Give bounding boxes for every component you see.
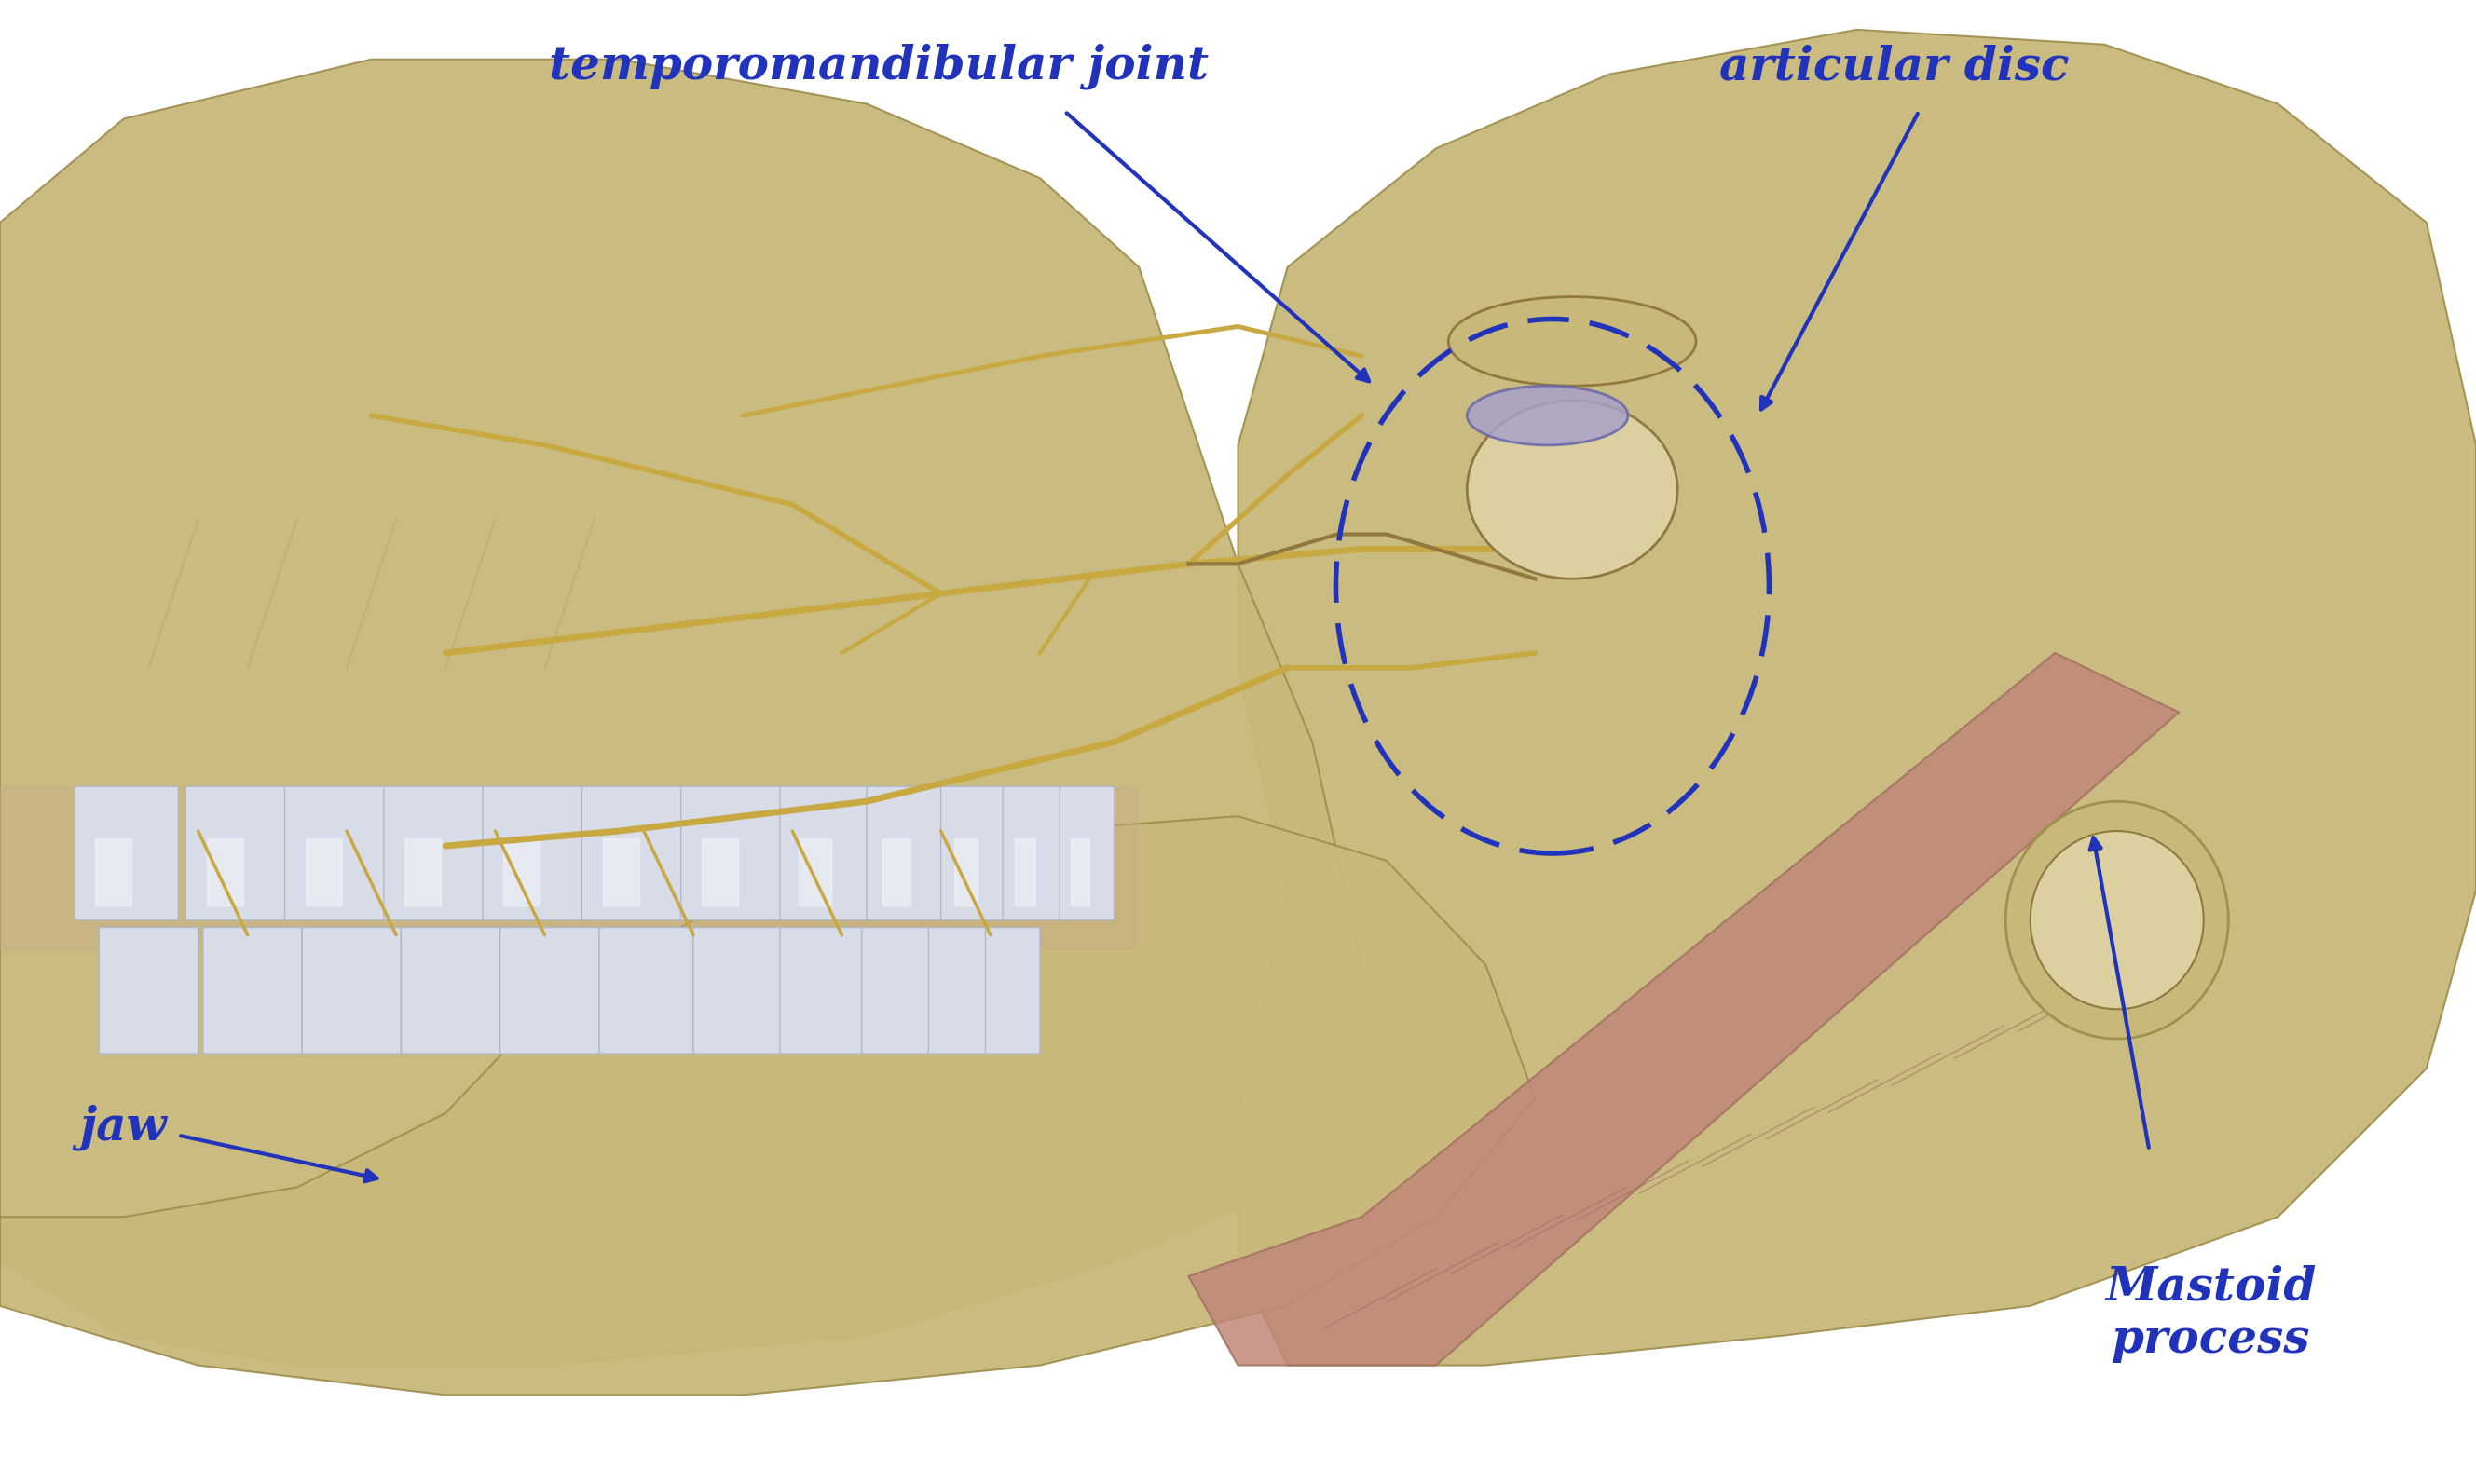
FancyBboxPatch shape <box>186 787 290 920</box>
FancyBboxPatch shape <box>780 787 874 920</box>
Text: articular disc: articular disc <box>1718 45 2070 89</box>
FancyBboxPatch shape <box>681 787 785 920</box>
FancyBboxPatch shape <box>867 787 946 920</box>
FancyBboxPatch shape <box>941 787 1008 920</box>
FancyBboxPatch shape <box>203 928 302 1054</box>
FancyBboxPatch shape <box>780 928 864 1054</box>
FancyBboxPatch shape <box>693 928 782 1054</box>
FancyBboxPatch shape <box>599 928 693 1054</box>
FancyBboxPatch shape <box>582 787 686 920</box>
Text: Mastoid
process: Mastoid process <box>2105 1264 2318 1362</box>
FancyBboxPatch shape <box>99 928 198 1054</box>
Ellipse shape <box>1466 401 1676 579</box>
Polygon shape <box>0 816 1535 1395</box>
Ellipse shape <box>1448 297 1696 386</box>
Polygon shape <box>1188 653 2179 1365</box>
FancyBboxPatch shape <box>1003 787 1062 920</box>
FancyBboxPatch shape <box>928 928 988 1054</box>
FancyBboxPatch shape <box>401 928 500 1054</box>
Ellipse shape <box>2006 801 2228 1039</box>
FancyBboxPatch shape <box>285 787 389 920</box>
FancyBboxPatch shape <box>74 787 178 920</box>
Ellipse shape <box>1466 386 1629 445</box>
FancyBboxPatch shape <box>985 928 1040 1054</box>
FancyBboxPatch shape <box>302 928 401 1054</box>
Polygon shape <box>1238 30 2476 1365</box>
FancyBboxPatch shape <box>483 787 587 920</box>
FancyBboxPatch shape <box>500 928 599 1054</box>
FancyBboxPatch shape <box>862 928 931 1054</box>
FancyBboxPatch shape <box>1060 787 1114 920</box>
Polygon shape <box>0 787 1139 950</box>
FancyBboxPatch shape <box>384 787 488 920</box>
Text: temporomandibular joint: temporomandibular joint <box>550 43 1208 91</box>
Ellipse shape <box>2030 831 2204 1009</box>
Text: jaw: jaw <box>79 1104 166 1152</box>
Polygon shape <box>0 59 1362 1365</box>
